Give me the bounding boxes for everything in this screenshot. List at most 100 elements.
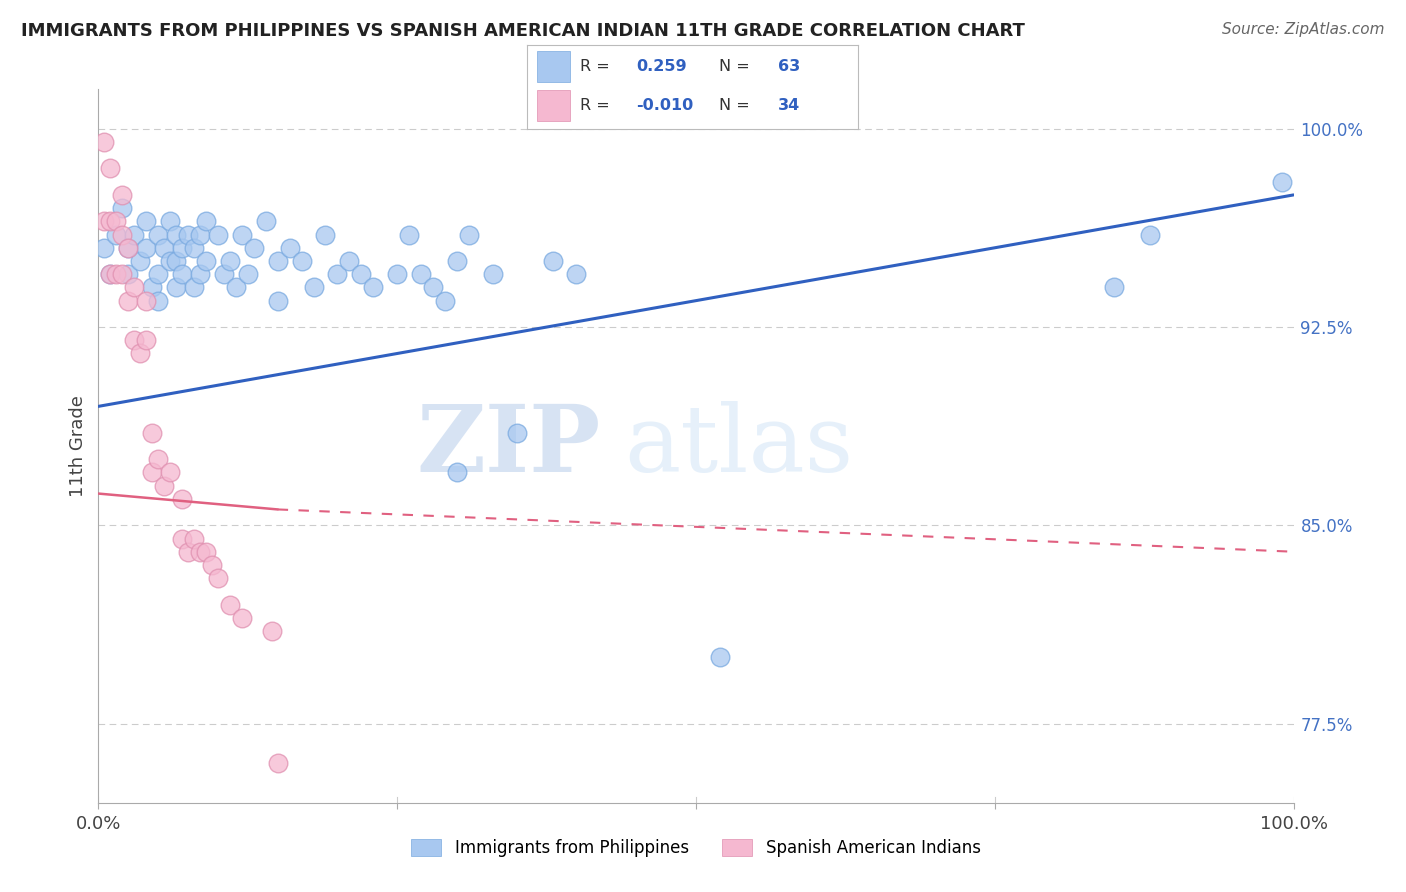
Point <box>148 452 170 467</box>
Point <box>129 254 152 268</box>
Point <box>98 214 122 228</box>
Text: ZIP: ZIP <box>416 401 600 491</box>
Point <box>117 241 139 255</box>
Point <box>302 280 325 294</box>
Point <box>124 227 146 242</box>
Point <box>129 346 152 360</box>
Point <box>236 267 259 281</box>
Point <box>385 267 409 281</box>
Point <box>98 267 122 281</box>
Point <box>135 333 157 347</box>
Point <box>207 227 229 242</box>
Point <box>177 545 200 559</box>
Point <box>243 241 266 255</box>
Point <box>159 214 181 228</box>
Point <box>339 254 361 268</box>
Point <box>363 280 385 294</box>
Point <box>188 267 211 281</box>
Point <box>225 280 247 294</box>
Point <box>207 571 229 585</box>
Text: N =: N = <box>718 98 755 113</box>
Point <box>148 293 170 308</box>
Text: atlas: atlas <box>624 401 853 491</box>
Point <box>195 545 218 559</box>
Point <box>267 254 290 268</box>
Text: -0.010: -0.010 <box>637 98 693 113</box>
Point <box>291 254 314 268</box>
Point <box>183 241 205 255</box>
Point <box>183 532 205 546</box>
Point <box>183 280 205 294</box>
Point <box>315 227 337 242</box>
Point <box>98 267 122 281</box>
Point <box>153 478 176 492</box>
Point <box>165 254 187 268</box>
Point <box>165 280 187 294</box>
Point <box>195 254 218 268</box>
Point <box>135 293 157 308</box>
Point <box>124 280 146 294</box>
Point <box>219 598 242 612</box>
Text: R =: R = <box>581 98 614 113</box>
Point <box>98 161 122 176</box>
Point <box>231 611 253 625</box>
Text: 0.259: 0.259 <box>637 59 688 74</box>
Point <box>93 214 115 228</box>
Point <box>709 650 731 665</box>
Point <box>117 293 139 308</box>
Point <box>422 280 444 294</box>
Point <box>201 558 224 572</box>
Bar <box>537 90 571 120</box>
Point <box>172 241 194 255</box>
Point <box>93 241 115 255</box>
Point <box>398 227 420 242</box>
Text: 34: 34 <box>779 98 800 113</box>
Point <box>267 293 290 308</box>
Point <box>541 254 564 268</box>
Point <box>506 425 529 440</box>
Legend: Immigrants from Philippines, Spanish American Indians: Immigrants from Philippines, Spanish Ame… <box>404 831 988 866</box>
Text: Source: ZipAtlas.com: Source: ZipAtlas.com <box>1222 22 1385 37</box>
Point <box>1271 175 1294 189</box>
Point <box>481 267 505 281</box>
Point <box>105 214 128 228</box>
Point <box>177 227 200 242</box>
Point <box>111 267 134 281</box>
Point <box>446 254 468 268</box>
Text: IMMIGRANTS FROM PHILIPPINES VS SPANISH AMERICAN INDIAN 11TH GRADE CORRELATION CH: IMMIGRANTS FROM PHILIPPINES VS SPANISH A… <box>21 22 1025 40</box>
Point <box>117 241 139 255</box>
Point <box>1104 280 1126 294</box>
Point <box>93 135 115 149</box>
Point <box>141 425 163 440</box>
Text: 63: 63 <box>779 59 800 74</box>
Text: R =: R = <box>581 59 614 74</box>
Point <box>141 280 163 294</box>
Point <box>1139 227 1161 242</box>
Point <box>219 254 242 268</box>
Point <box>153 241 176 255</box>
Point <box>565 267 588 281</box>
Point <box>278 241 301 255</box>
Point <box>105 267 128 281</box>
Point <box>105 227 128 242</box>
Point <box>165 227 187 242</box>
Point <box>141 466 163 480</box>
Point <box>212 267 235 281</box>
Point <box>111 227 134 242</box>
Point <box>135 214 157 228</box>
Point <box>135 241 157 255</box>
Point <box>111 201 134 215</box>
Point <box>350 267 373 281</box>
Point <box>172 532 194 546</box>
Point <box>326 267 349 281</box>
Point <box>124 333 146 347</box>
Point <box>159 466 181 480</box>
Point <box>148 227 170 242</box>
Point <box>267 756 290 771</box>
Text: N =: N = <box>718 59 755 74</box>
Point <box>434 293 457 308</box>
Point <box>188 227 211 242</box>
Point <box>172 267 194 281</box>
Point <box>117 267 139 281</box>
Point <box>260 624 283 638</box>
